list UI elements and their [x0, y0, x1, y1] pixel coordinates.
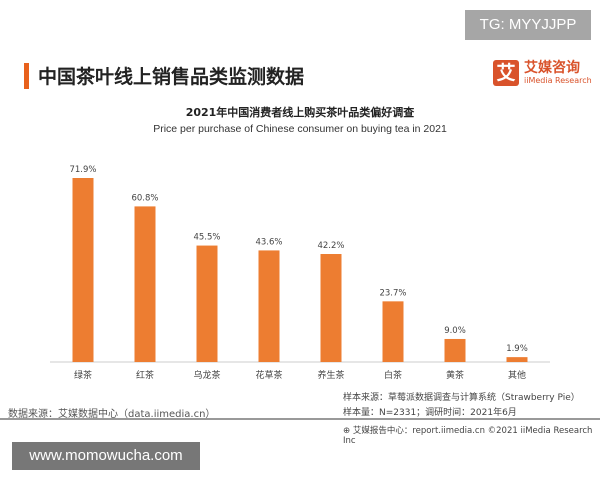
site-watermark: www.momowucha.com [12, 442, 200, 470]
bar-6 [444, 338, 466, 362]
category-label: 养生茶 [317, 369, 344, 381]
data-label: 1.9% [506, 344, 528, 354]
bar-0 [72, 178, 94, 362]
iimedia-logo: 艾 艾媒咨询 iiMedia Research [493, 60, 592, 86]
bar-7 [506, 357, 528, 362]
bar-1 [134, 206, 156, 362]
category-label: 白茶 [384, 369, 402, 381]
globe-icon: ⊕ [343, 426, 353, 436]
category-label: 乌龙茶 [193, 369, 220, 381]
data-label: 43.6% [255, 237, 282, 247]
report-credit: ⊕ 艾媒报告中心：report.iimedia.cn ©2021 iiMedia… [343, 426, 593, 446]
sample-source: 样本来源：草莓派数据调查与计算系统（Strawberry Pie） [343, 393, 580, 403]
title-accent [24, 63, 29, 89]
category-label: 花草茶 [255, 369, 282, 381]
bar-2 [196, 245, 218, 362]
category-label: 其他 [508, 369, 526, 381]
page-title: 中国茶叶线上销售品类监测数据 [38, 66, 305, 88]
category-label: 绿茶 [74, 369, 92, 381]
category-label: 红茶 [136, 369, 154, 381]
category-label: 黄茶 [446, 369, 464, 381]
bar-4 [320, 254, 342, 362]
watermark-label: TG: MYYJJPP [465, 10, 591, 40]
sample-size: 样本量：N=2331；调研时间：2021年6月 [343, 408, 517, 418]
chart-subtitle: Price per purchase of Chinese consumer o… [153, 123, 447, 135]
logo-mark: 艾 [493, 60, 519, 86]
data-label: 71.9% [69, 165, 96, 175]
bar-chart: 71.9% 绿茶 60.8% 红茶 45.5% 乌龙茶 43.6% 花草茶 42.2% 养生茶 23… [50, 165, 550, 381]
bar-5 [382, 301, 404, 362]
bar-3 [258, 250, 280, 362]
data-source: 数据来源：艾媒数据中心（data.iimedia.cn） [8, 409, 216, 420]
data-label: 60.8% [131, 193, 158, 203]
data-label: 45.5% [193, 233, 220, 243]
data-label: 9.0% [444, 326, 466, 336]
data-label: 23.7% [379, 288, 406, 298]
data-label: 42.2% [317, 241, 344, 251]
chart-title: 2021年中国消费者线上购买茶叶品类偏好调查 [185, 106, 415, 119]
divider [0, 418, 600, 420]
logo-cn: 艾媒咨询 [524, 60, 580, 76]
logo-en: iiMedia Research [524, 76, 592, 85]
